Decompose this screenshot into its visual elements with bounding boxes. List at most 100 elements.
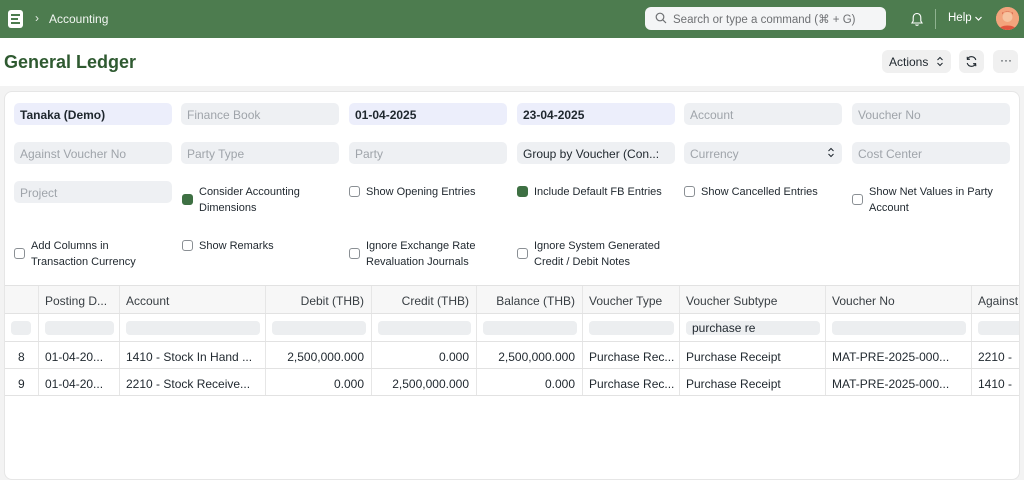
cell-account[interactable]: 2210 - Stock Receive... xyxy=(120,369,266,395)
checkbox-label: Show Opening Entries xyxy=(366,186,476,198)
cell-posting-date[interactable]: 01-04-20... xyxy=(39,369,120,395)
checkbox-add-columns-in-transaction-currency[interactable]: Add Columns in Transaction Currency xyxy=(14,238,174,272)
checkbox-label: Ignore System Generated Credit / Debit No… xyxy=(534,240,660,268)
party-field[interactable]: Party xyxy=(349,142,507,164)
column-header-account[interactable]: Account xyxy=(120,286,266,313)
actions-label: Actions xyxy=(889,55,929,69)
currency-select[interactable]: Currency xyxy=(684,142,842,164)
checkbox-consider-accounting-dimensions[interactable]: Consider Accounting Dimensions xyxy=(182,184,342,218)
breadcrumb-accounting[interactable]: Accounting xyxy=(49,12,109,26)
currency-placeholder: Currency xyxy=(690,147,739,161)
filter-cell-index xyxy=(5,314,39,341)
checkbox-box[interactable] xyxy=(852,194,863,205)
checkbox-box[interactable] xyxy=(517,186,528,197)
column-header-voucher-subtype[interactable]: Voucher Subtype xyxy=(680,286,826,313)
cell-debit[interactable]: 2,500,000.000 xyxy=(266,342,372,368)
from-date-field[interactable]: 01-04-2025 xyxy=(349,103,507,125)
account-field[interactable]: Account xyxy=(684,103,842,125)
cell-voucher-no[interactable]: MAT-PRE-2025-000... xyxy=(826,369,972,395)
group-by-select[interactable]: Group by Voucher (Con..: xyxy=(517,142,675,164)
filter-input[interactable] xyxy=(483,321,577,335)
app-logo-icon[interactable] xyxy=(8,10,23,28)
checkbox-show-cancelled-entries[interactable]: Show Cancelled Entries xyxy=(684,184,844,202)
cell-balance[interactable]: 0.000 xyxy=(477,369,583,395)
checkbox-box[interactable] xyxy=(182,194,193,205)
against-voucher-no-field[interactable]: Against Voucher No xyxy=(14,142,172,164)
chevron-down-icon[interactable] xyxy=(974,14,983,23)
account-placeholder: Account xyxy=(690,108,734,122)
cell-voucher-subtype[interactable]: Purchase Receipt xyxy=(680,369,826,395)
voucher-no-field[interactable]: Voucher No xyxy=(852,103,1010,125)
column-header-debit[interactable]: Debit (THB) xyxy=(266,286,372,313)
checkbox-show-opening-entries[interactable]: Show Opening Entries xyxy=(349,184,509,202)
column-header-voucher-type[interactable]: Voucher Type xyxy=(583,286,680,313)
filter-cell-balance xyxy=(477,314,583,341)
help-menu[interactable]: Help xyxy=(948,12,972,24)
refresh-button[interactable] xyxy=(959,50,984,73)
column-header-against[interactable]: Against xyxy=(978,294,1019,308)
checkbox-box[interactable] xyxy=(349,186,360,197)
cell-voucher-type[interactable]: Purchase Rec... xyxy=(583,342,680,368)
checkbox-ignore-exchange-rate-revaluation[interactable]: Ignore Exchange Rate Revaluation Journals xyxy=(349,238,509,272)
row-index: 9 xyxy=(5,369,39,395)
checkbox-show-net-values-in-party-account[interactable]: Show Net Values in Party Account xyxy=(852,184,1017,218)
checkbox-box[interactable] xyxy=(14,248,25,259)
filter-input[interactable] xyxy=(126,321,260,335)
filter-input[interactable] xyxy=(589,321,674,335)
column-header-posting-date[interactable]: Posting D... xyxy=(39,286,120,313)
cell-debit[interactable]: 0.000 xyxy=(266,369,372,395)
table-row[interactable]: 9 01-04-20... 2210 - Stock Receive... 0.… xyxy=(5,369,1019,396)
checkbox-ignore-system-generated-notes[interactable]: Ignore System Generated Credit / Debit No… xyxy=(517,238,677,272)
more-button[interactable]: ··· xyxy=(993,50,1018,73)
cell-voucher-subtype[interactable]: Purchase Receipt xyxy=(680,342,826,368)
filter-input[interactable] xyxy=(978,321,1019,335)
checkbox-box[interactable] xyxy=(182,240,193,251)
filter-cell-debit xyxy=(266,314,372,341)
checkbox-show-remarks[interactable]: Show Remarks xyxy=(182,238,342,256)
filter-input[interactable] xyxy=(272,321,366,335)
party-type-field[interactable]: Party Type xyxy=(181,142,339,164)
filter-cell-account xyxy=(120,314,266,341)
filter-input[interactable] xyxy=(378,321,471,335)
cell-credit[interactable]: 2,500,000.000 xyxy=(372,369,477,395)
column-header-balance[interactable]: Balance (THB) xyxy=(477,286,583,313)
voucher-subtype-filter-input[interactable]: purchase re xyxy=(686,321,820,335)
filter-input[interactable] xyxy=(832,321,966,335)
actions-button[interactable]: Actions xyxy=(882,50,951,73)
filter-cell-against xyxy=(972,314,1019,341)
cell-account[interactable]: 1410 - Stock In Hand ... xyxy=(120,342,266,368)
page-header: General Ledger Actions ··· xyxy=(0,38,1024,86)
finance-book-field[interactable]: Finance Book xyxy=(181,103,339,125)
checkbox-box[interactable] xyxy=(349,248,360,259)
checkbox-box[interactable] xyxy=(684,186,695,197)
checkbox-box[interactable] xyxy=(517,248,528,259)
checkbox-label: Add Columns in Transaction Currency xyxy=(31,240,136,268)
cell-credit[interactable]: 0.000 xyxy=(372,342,477,368)
cell-voucher-type[interactable]: Purchase Rec... xyxy=(583,369,680,395)
search-bar[interactable]: Search or type a command (⌘ + G) xyxy=(645,7,886,30)
avatar[interactable] xyxy=(996,7,1019,30)
cell-voucher-no[interactable]: MAT-PRE-2025-000... xyxy=(826,342,972,368)
to-date-field[interactable]: 23-04-2025 xyxy=(517,103,675,125)
filter-input[interactable] xyxy=(45,321,114,335)
filter-cell-credit xyxy=(372,314,477,341)
table-row[interactable]: 8 01-04-20... 1410 - Stock In Hand ... 2… xyxy=(5,342,1019,369)
checkbox-label: Include Default FB Entries xyxy=(534,186,662,198)
project-field[interactable]: Project xyxy=(14,181,172,203)
filter-input[interactable] xyxy=(11,321,31,335)
cost-center-field[interactable]: Cost Center xyxy=(852,142,1010,164)
cell-posting-date[interactable]: 01-04-20... xyxy=(39,342,120,368)
voucher-no-placeholder: Voucher No xyxy=(858,108,921,122)
report-card: Tanaka (Demo) Finance Book 01-04-2025 23… xyxy=(4,91,1020,480)
company-field[interactable]: Tanaka (Demo) xyxy=(14,103,172,125)
bell-icon[interactable] xyxy=(910,12,924,27)
column-header-credit[interactable]: Credit (THB) xyxy=(372,286,477,313)
cell-balance[interactable]: 2,500,000.000 xyxy=(477,342,583,368)
party-placeholder: Party xyxy=(355,147,384,161)
table-header-row: Posting D... Account Debit (THB) Credit … xyxy=(5,285,1019,314)
cell-against[interactable]: 1410 - xyxy=(978,377,1013,391)
from-date-value: 01-04-2025 xyxy=(355,108,417,122)
column-header-voucher-no[interactable]: Voucher No xyxy=(826,286,972,313)
checkbox-include-default-fb-entries[interactable]: Include Default FB Entries xyxy=(517,184,677,202)
cell-against[interactable]: 2210 - xyxy=(978,350,1013,364)
